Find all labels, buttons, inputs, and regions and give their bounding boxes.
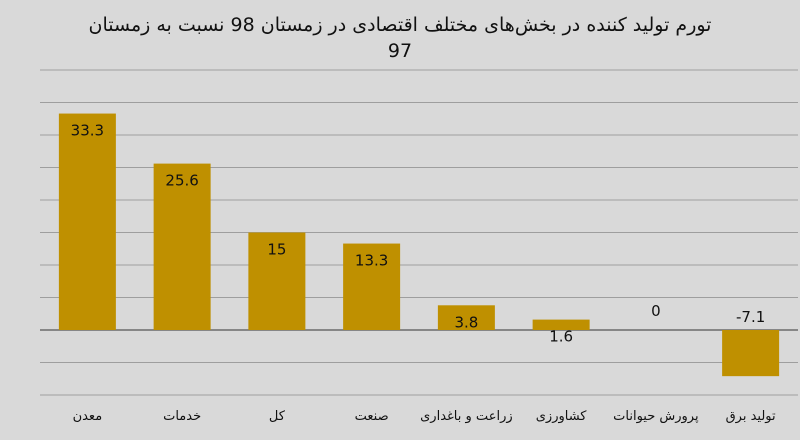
data-label: -7.1: [736, 308, 765, 326]
data-label: 15: [267, 241, 286, 259]
category-label: کشاورزی: [536, 409, 588, 424]
category-label: پرورش حیوانات: [613, 409, 699, 424]
bar: [153, 163, 211, 330]
bar: [343, 243, 401, 330]
bar: [532, 319, 590, 330]
chart-title: تورم تولید کننده در بخش‌های مختلف اقتصاد…: [88, 14, 712, 62]
data-label: 1.6: [549, 328, 573, 346]
bar: [248, 232, 306, 330]
data-label: 3.8: [454, 313, 478, 331]
bar: [58, 113, 116, 330]
category-label: تولید برق: [726, 409, 776, 424]
bar: [437, 305, 495, 330]
data-label: 33.3: [71, 122, 104, 140]
bar: [722, 330, 780, 377]
category-label: زراعت و باغداری: [420, 409, 513, 424]
data-label: 0: [651, 302, 661, 320]
category-label: خدمات: [163, 409, 201, 424]
category-label: صنعت: [355, 409, 389, 424]
category-label: معدن: [73, 409, 103, 424]
data-label: 25.6: [165, 172, 198, 190]
data-label: 13.3: [355, 252, 388, 270]
category-label: کل: [269, 409, 286, 424]
